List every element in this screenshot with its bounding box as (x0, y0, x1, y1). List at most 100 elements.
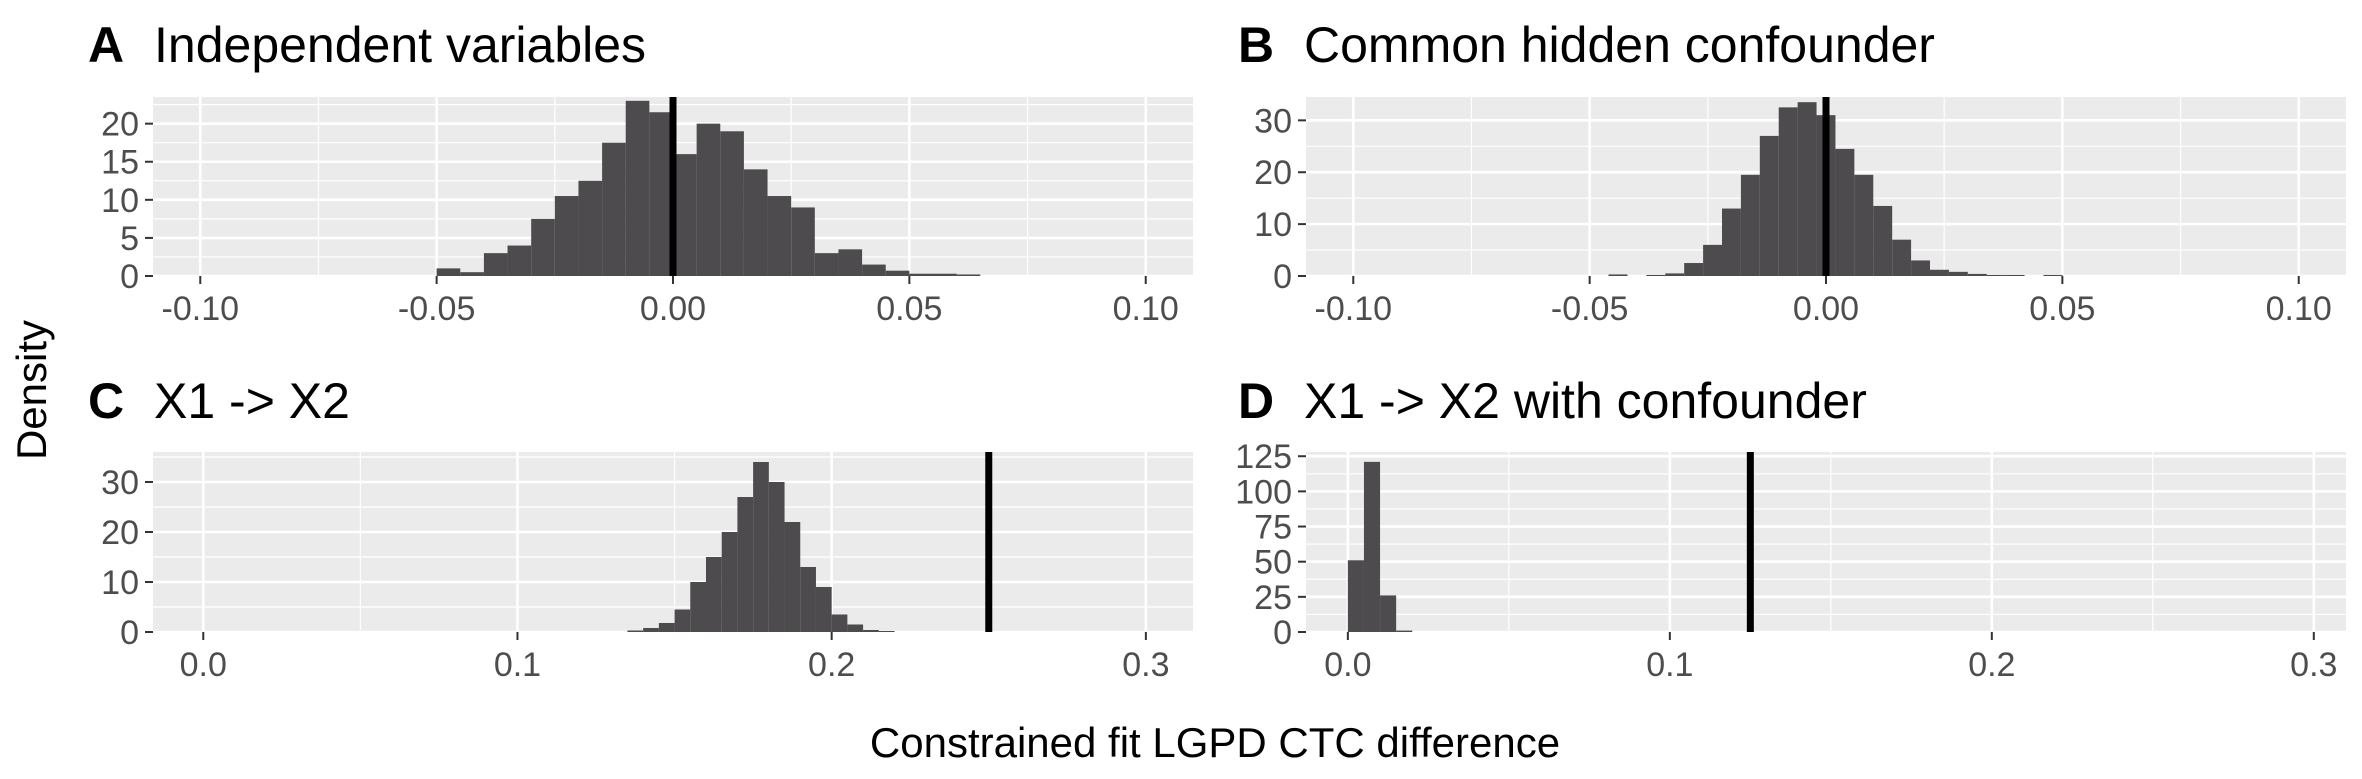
panel-b-x-tick-label: 0.00 (1793, 290, 1859, 328)
panel-b-bar (1778, 107, 1798, 277)
panel-a-bar (838, 249, 863, 276)
panel-b-bar (1911, 260, 1930, 276)
panel-c-bar (690, 582, 706, 632)
panel-c-y-tick-label: 20 (101, 514, 139, 552)
panel-d-bar (1380, 595, 1397, 632)
panel-b-letter: B (1238, 17, 1274, 73)
panel-d-bar (1347, 560, 1364, 632)
panel-c-y-tick-label: 30 (101, 464, 139, 502)
panel-b-y-tick-label: 10 (1254, 206, 1292, 244)
panel-b-y-tick-label: 0 (1273, 258, 1292, 296)
panel-a-bar (507, 245, 532, 276)
panel-c-bar (784, 522, 801, 632)
panel-d-y-tick-label: 125 (1235, 438, 1292, 476)
panel-d-x-tick-label: 0.0 (1324, 646, 1371, 684)
panel-d-y-tick-label: 100 (1235, 473, 1292, 511)
panel-c-bar (878, 631, 895, 632)
panel-c-x-tick-label: 0.3 (1122, 646, 1169, 684)
x-axis-title: Constrained fit LGPD CTC difference (870, 719, 1560, 766)
panel-a-bar (791, 207, 815, 276)
panel-a-bar (885, 270, 910, 276)
panel-d-x-tick-label: 0.2 (1968, 646, 2015, 684)
panel-a: A Independent variables -0.10 -0.05 0.00 0.05… (88, 17, 1193, 328)
panel-c-bar (847, 624, 864, 632)
panel-c-bar (705, 557, 722, 632)
panel-b-bar (1854, 174, 1874, 276)
panel-d-y-tick-label: 0 (1273, 614, 1292, 652)
panel-b-bar (1703, 244, 1722, 276)
panel-a-x-tick-label: 0.00 (640, 290, 706, 328)
panel-b-x-tick-label: -0.05 (1551, 290, 1629, 328)
panel-d-x-tick-label: 0.3 (2290, 646, 2337, 684)
panel-b-bar (1665, 273, 1685, 276)
panel-a-bar (673, 154, 697, 276)
panel-d-title: X1 -> X2 with confounder (1304, 373, 1867, 429)
panel-a-letter: A (88, 17, 124, 73)
panel-c-x-tick-label: 0.0 (180, 646, 227, 684)
panel-a-bar (696, 123, 721, 276)
panel-a-bar (862, 264, 886, 276)
panel-c-x-tick-label: 0.1 (494, 646, 541, 684)
panel-a-bar (933, 273, 957, 276)
panel-a-bar (956, 274, 981, 276)
panel-a-bar (649, 112, 673, 276)
panel-d-x-tick-label: 0.1 (1646, 646, 1693, 684)
panel-c-bar (863, 630, 879, 632)
panel-d-bar (1396, 630, 1413, 632)
panel-a-bar (602, 142, 626, 276)
panel-b-bar (1873, 205, 1893, 276)
panel-a-bar (436, 268, 461, 276)
panel-c-bar (753, 462, 769, 632)
panel-c-letter: C (88, 373, 124, 429)
panel-c-bar (768, 482, 785, 632)
panel-d-plot-background (1306, 452, 2346, 632)
panel-c-bar (627, 630, 644, 632)
panel-c-bar (800, 567, 816, 632)
panel-d-letter: D (1238, 373, 1274, 429)
panel-a-x-tick-label: -0.10 (162, 290, 240, 328)
panel-a-bar (554, 196, 579, 276)
y-axis-title: Density (8, 320, 55, 460)
panel-b-bar (1930, 269, 1949, 276)
panel-a-y-tick-label: 5 (120, 220, 139, 258)
panel-b-bar (2005, 274, 2025, 276)
panel-c: C X1 -> X2 0.0 0.1 0.2 0.3 0 10 20 30 (88, 373, 1193, 684)
panel-b-x-tick-label: -0.10 (1315, 290, 1393, 328)
panel-b-title: Common hidden confounder (1304, 17, 1935, 73)
panel-a-bar (625, 100, 650, 277)
panel-b-bar (1948, 271, 1968, 276)
panels: A Independent variables-0.10 -0.05 0.00 0.05… (88, 17, 2346, 684)
panel-a-bar (814, 253, 839, 276)
panel-a-x-tick-label: -0.05 (398, 290, 476, 328)
panel-b-bar (1740, 174, 1760, 276)
panel-c-y-tick-label: 10 (101, 564, 139, 602)
panel-c-bar (643, 628, 659, 632)
panel-c-bar (721, 532, 738, 632)
panel-c-plot-background (153, 452, 1193, 632)
panel-a-x-tick-label: 0.10 (1113, 290, 1179, 328)
panel-b-bar (1684, 263, 1704, 276)
panel-a-bar (909, 273, 933, 276)
panel-b-bar (1892, 239, 1912, 276)
panel-a-bar (460, 272, 484, 276)
panel-a-title: Independent variables (154, 17, 646, 73)
panel-a-y-tick-label: 15 (101, 144, 139, 182)
panel-a-bar (720, 131, 744, 276)
panel-a-y-tick-label: 0 (120, 258, 139, 296)
panel-c-bar (737, 497, 754, 632)
panel-a-y-tick-label: 20 (101, 106, 139, 144)
panel-d-y-tick-label: 50 (1254, 544, 1292, 582)
panel-b-bar (1608, 274, 1628, 276)
panel-a-bar (767, 196, 792, 276)
panel-c-title: X1 -> X2 (154, 373, 350, 429)
panel-c-bar (674, 609, 691, 632)
panel-b-bar (1759, 135, 1779, 276)
panel-c-bar (831, 614, 848, 632)
panel-b-bar (1835, 148, 1855, 276)
panel-a-bar (578, 180, 603, 276)
panel-c-x-tick-label: 0.2 (808, 646, 855, 684)
panel-c-y-tick-label: 0 (120, 614, 139, 652)
panel-b-bar (1967, 273, 1987, 276)
panel-a-bar (531, 218, 555, 276)
